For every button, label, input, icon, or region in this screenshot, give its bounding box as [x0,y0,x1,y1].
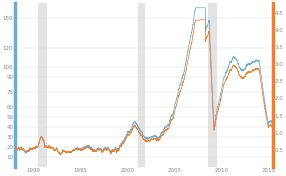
Bar [138,3,145,167]
Bar [208,3,217,167]
Bar [38,3,47,167]
